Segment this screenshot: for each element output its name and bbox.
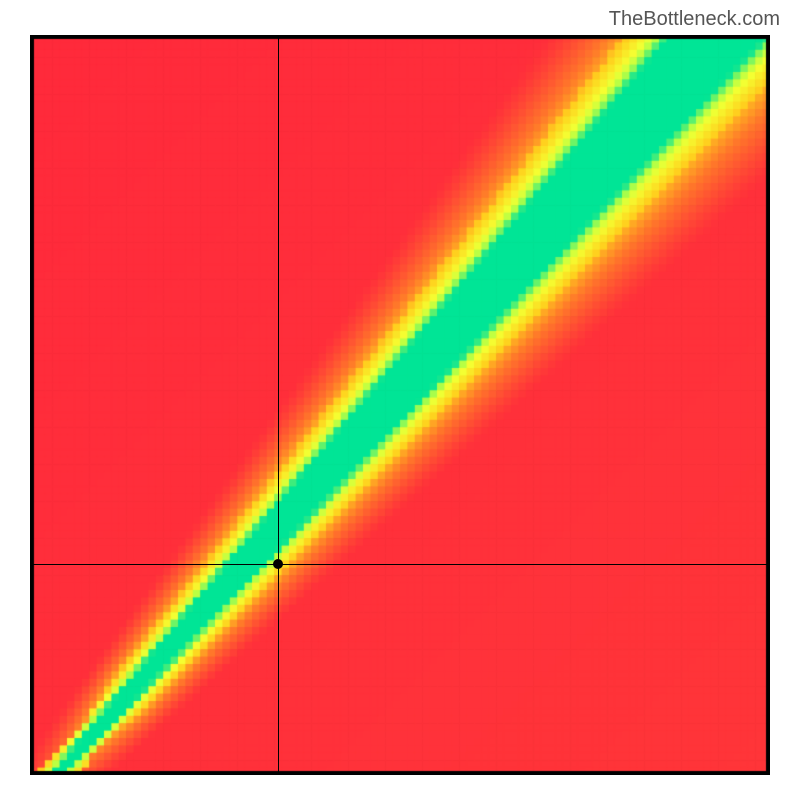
chart-container: TheBottleneck.com (0, 0, 800, 800)
marker-dot (273, 559, 283, 569)
plot-area (30, 35, 770, 775)
watermark-text: TheBottleneck.com (609, 8, 780, 31)
crosshair-vertical (278, 35, 279, 775)
crosshair-horizontal (30, 564, 770, 565)
heatmap-canvas (30, 35, 770, 775)
